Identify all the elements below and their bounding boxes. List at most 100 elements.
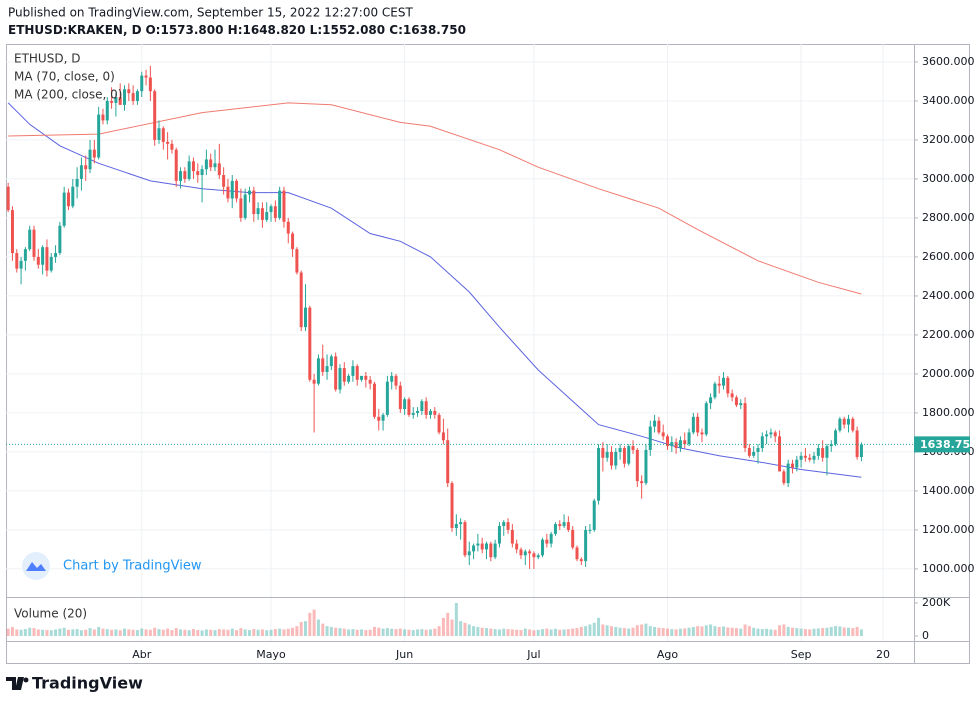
volume-bar <box>398 628 402 637</box>
candle-body <box>325 366 329 372</box>
volume-bar <box>575 628 579 637</box>
candle-body <box>110 100 114 103</box>
candle-body <box>472 545 476 552</box>
candle-body <box>532 553 536 558</box>
volume-bar <box>299 621 303 637</box>
candle-body <box>622 448 626 464</box>
volume-bar <box>773 629 777 637</box>
candle-body <box>441 432 445 441</box>
candle-body <box>618 448 622 452</box>
volume-bar <box>420 629 424 637</box>
volume-bar <box>433 628 437 637</box>
volume-bar <box>859 629 863 637</box>
candle-body <box>321 358 325 372</box>
volume-bar <box>739 628 743 637</box>
candle-body <box>752 451 756 456</box>
candle-body <box>700 432 704 435</box>
y-tick-label: 1000.000 <box>922 562 975 575</box>
volume-bar <box>325 626 329 637</box>
candle-body <box>674 442 678 449</box>
candle-body <box>803 455 807 458</box>
volume-bar <box>653 626 657 637</box>
volume-bar <box>351 629 355 637</box>
candle-body <box>687 432 691 445</box>
volume-bar <box>838 626 842 637</box>
candle-body <box>329 356 333 367</box>
volume-bar <box>243 629 247 637</box>
candle-body <box>398 385 402 410</box>
candle-body <box>278 190 282 218</box>
volume-bar <box>597 617 601 637</box>
volume-bar <box>6 628 10 637</box>
candle-body <box>196 171 200 176</box>
y-tick-label: 3400.000 <box>922 94 975 107</box>
candle-body <box>846 418 850 425</box>
candle-body <box>782 471 786 484</box>
candle-body <box>734 397 738 406</box>
volume-bar <box>734 628 738 637</box>
watermark-icon <box>22 552 50 580</box>
candle-body <box>648 426 652 450</box>
volume-bar <box>329 626 333 637</box>
candle-body <box>790 463 794 468</box>
y-tick-label: 1800.000 <box>922 406 975 419</box>
volume-bar <box>648 626 652 637</box>
volume-bar <box>62 627 66 637</box>
volume-bar <box>821 628 825 637</box>
volume-bar <box>441 617 445 637</box>
volume-bar <box>368 629 372 637</box>
candle-body <box>683 440 687 445</box>
volume-bar <box>239 628 243 637</box>
volume-bar <box>489 628 493 637</box>
volume-bar <box>403 629 407 637</box>
footer-brand: TradingView <box>32 674 143 693</box>
volume-bar <box>316 619 320 637</box>
candle-body <box>381 414 385 421</box>
volume-bar <box>338 628 342 637</box>
volume-bar <box>467 624 471 637</box>
volume-bar <box>687 627 691 637</box>
volume-bar <box>476 626 480 637</box>
volume-bar <box>670 629 674 637</box>
x-tick-label: Jun <box>395 648 413 661</box>
volume-bar <box>84 629 88 637</box>
candle-body <box>678 440 682 449</box>
x-tick-label: Mayo <box>256 648 286 661</box>
candle-body <box>437 414 441 433</box>
candle-body <box>416 410 420 413</box>
candle-body <box>515 543 519 550</box>
volume-bar <box>747 626 751 637</box>
volume-bar <box>816 628 820 637</box>
candle-body <box>506 522 510 530</box>
volume-bar <box>15 629 19 637</box>
volume-bar <box>782 624 786 637</box>
volume-bar <box>605 625 609 637</box>
volume-bar <box>674 629 678 637</box>
candle-body <box>6 186 10 211</box>
volume-bar <box>41 629 45 637</box>
candle-body <box>174 149 178 181</box>
volume-bar <box>812 628 816 637</box>
candle-body <box>825 446 829 458</box>
footer-logo-dot <box>23 677 29 683</box>
candle-body <box>247 190 251 195</box>
x-tick-label: Jul <box>526 648 540 661</box>
candle-body <box>226 186 230 199</box>
volume-bar <box>407 629 411 637</box>
volume-bar <box>846 627 850 637</box>
volume-bar <box>252 629 256 637</box>
volume-bar <box>308 612 312 637</box>
candle-body <box>213 163 217 168</box>
volume-bar <box>148 629 152 637</box>
candle-body <box>553 524 557 534</box>
volume-bar <box>372 626 376 637</box>
candle-body <box>166 141 170 144</box>
candle-body <box>661 432 665 437</box>
volume-bar <box>851 628 855 637</box>
candle-body <box>66 192 70 207</box>
candle-body <box>760 436 764 449</box>
volume-bar <box>153 627 157 637</box>
candle-body <box>566 522 570 530</box>
candle-body <box>372 383 376 417</box>
